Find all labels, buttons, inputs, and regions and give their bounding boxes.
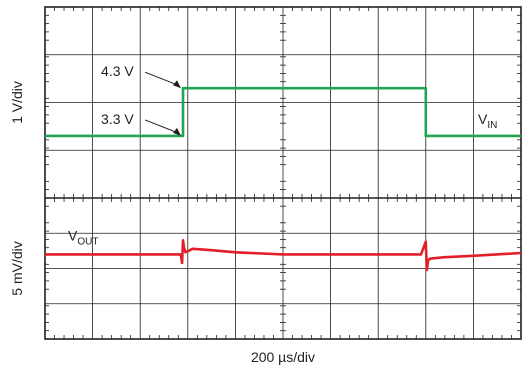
- trace-upper: [45, 86, 521, 138]
- trace-label-lower: VOUT: [68, 227, 98, 247]
- labels: 1 V/div VIN 4.3 V 3.3 V 5 mV/div VOUT 200 µs/d…: [9, 63, 497, 365]
- trace-label-upper: VIN: [478, 111, 497, 131]
- y-axis-label-upper: 1 V/div: [9, 81, 25, 124]
- annotation-arrow: [144, 119, 179, 134]
- annotation-label: 3.3 V: [101, 111, 134, 127]
- traces: [45, 86, 522, 272]
- plot-grid: [44, 6, 522, 340]
- annotation-label: 4.3 V: [101, 63, 134, 79]
- annotation-arrowhead: [173, 80, 181, 89]
- annotation-arrowhead: [173, 127, 181, 136]
- y-axis-label-lower: 5 mV/div: [9, 241, 25, 295]
- annotation-arrow: [144, 71, 179, 86]
- trace-lower: [45, 239, 522, 272]
- x-axis-label: 200 µs/div: [251, 349, 315, 365]
